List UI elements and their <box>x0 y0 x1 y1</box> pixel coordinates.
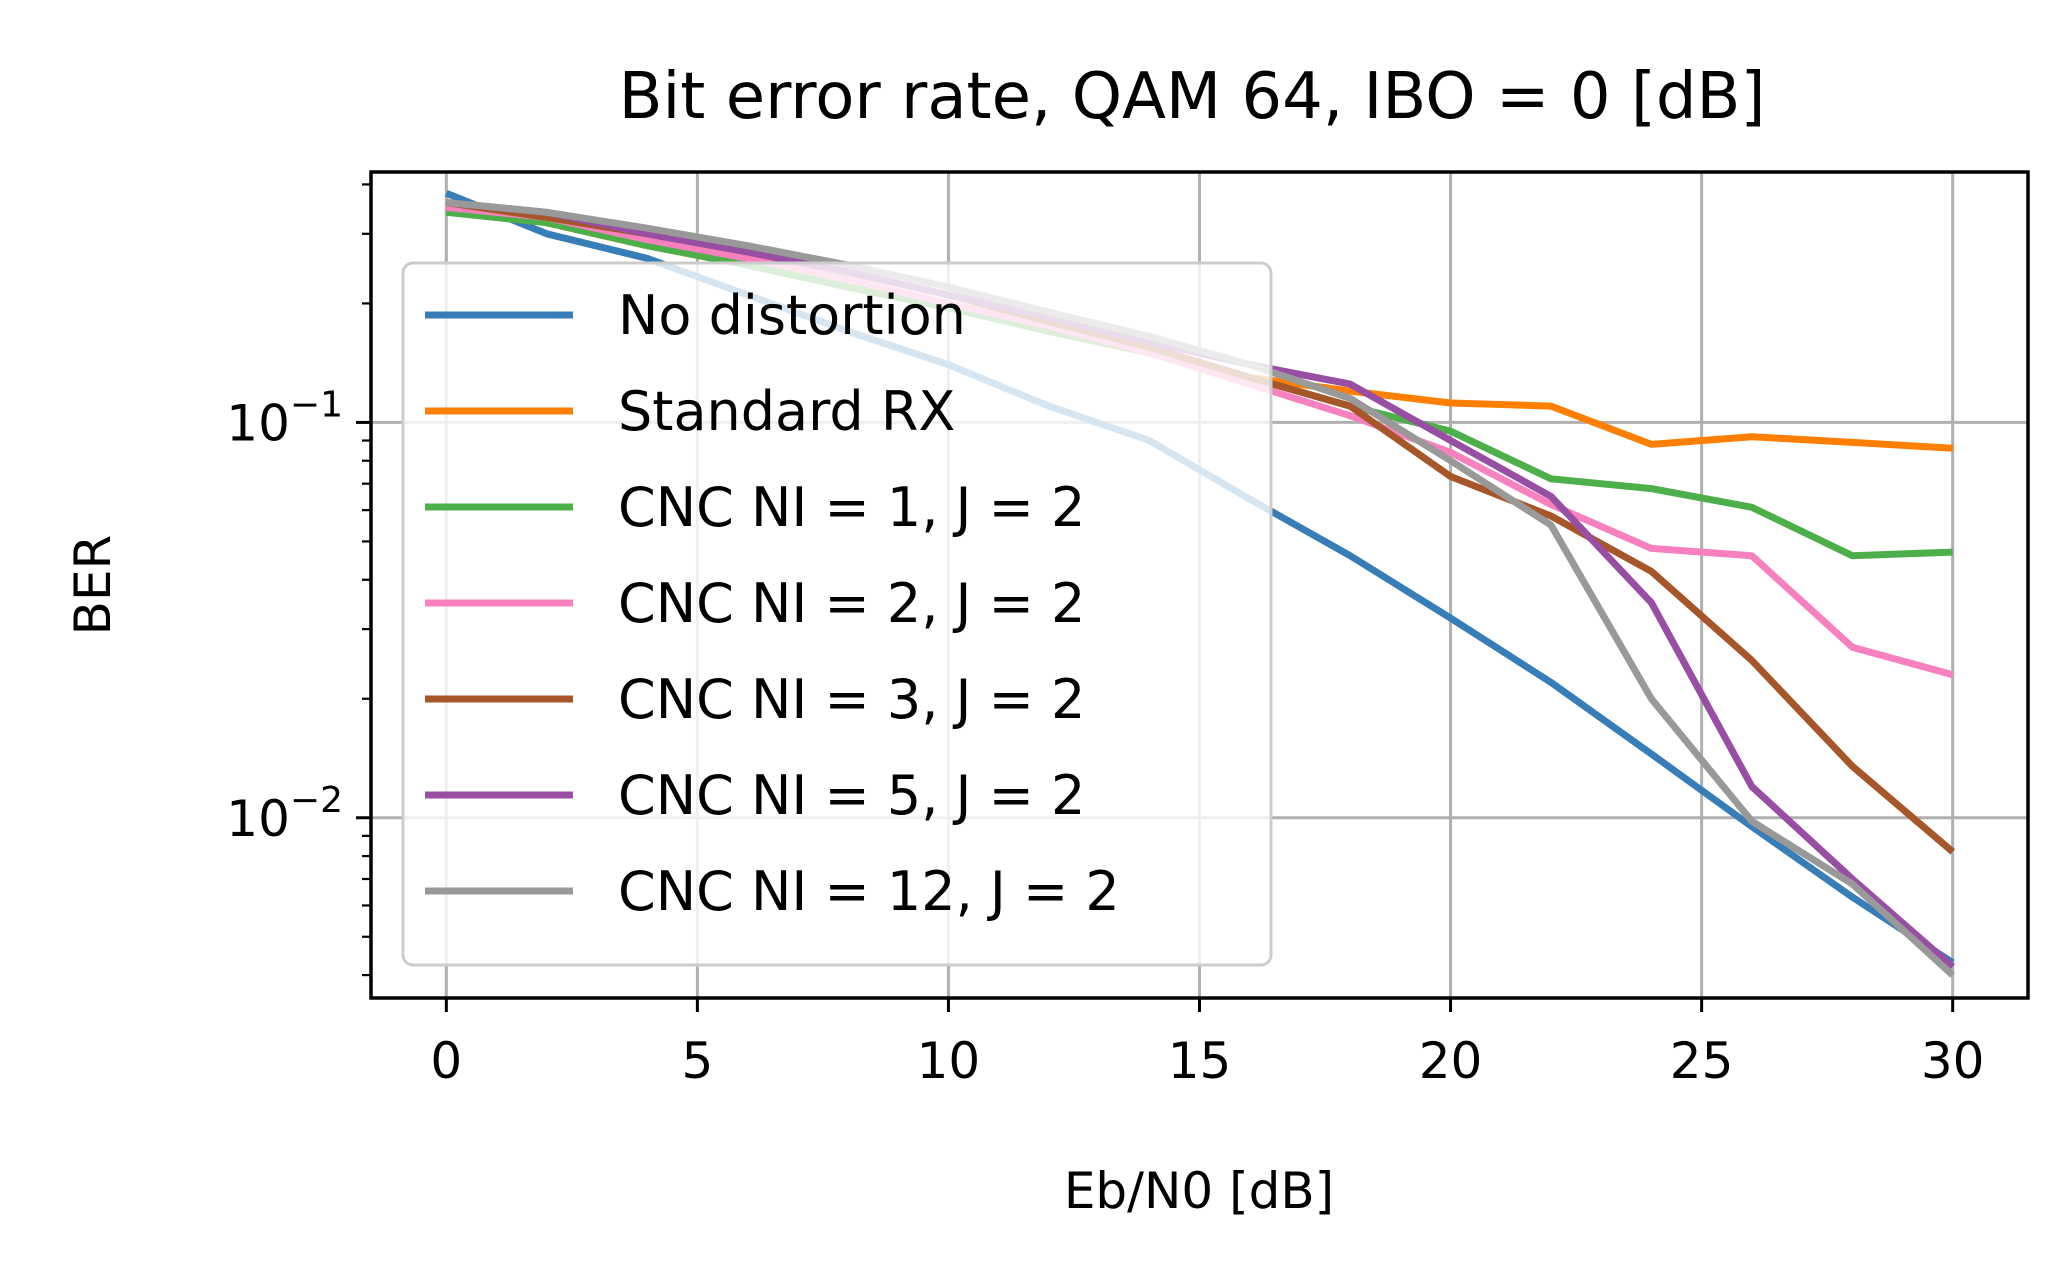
legend-label-1: Standard RX <box>618 380 955 443</box>
x-tick-label-5: 25 <box>1670 1032 1734 1090</box>
legend-label-5: CNC NI = 5, J = 2 <box>618 764 1085 827</box>
x-tick-label-4: 20 <box>1419 1032 1483 1090</box>
chart-title: Bit error rate, QAM 64, IBO = 0 [dB] <box>619 60 1766 134</box>
legend-label-4: CNC NI = 3, J = 2 <box>618 668 1085 731</box>
x-tick-label-0: 0 <box>430 1032 462 1090</box>
y-tick-label-1: 10−2 <box>226 780 343 848</box>
legend-label-0: No distortion <box>618 284 966 347</box>
y-axis-label: BER <box>64 535 122 636</box>
x-tick-label-3: 15 <box>1168 1032 1232 1090</box>
legend-label-3: CNC NI = 2, J = 2 <box>618 572 1085 635</box>
x-axis-ticks: 0 5 10 15 20 25 30 <box>430 998 1984 1090</box>
x-tick-label-1: 5 <box>681 1032 713 1090</box>
y-tick-label-0: 10−1 <box>226 384 343 452</box>
x-axis-label: Eb/N0 [dB] <box>1064 1162 1334 1220</box>
legend: No distortion Standard RX CNC NI = 1, J = … <box>401 261 1273 967</box>
x-tick-label-6: 30 <box>1921 1032 1985 1090</box>
y-axis-ticks: 10−1 10−2 <box>226 183 371 977</box>
x-tick-label-2: 10 <box>917 1032 981 1090</box>
legend-box <box>401 261 1273 967</box>
legend-label-6: CNC NI = 12, J = 2 <box>618 860 1120 923</box>
legend-label-2: CNC NI = 1, J = 2 <box>618 476 1085 539</box>
